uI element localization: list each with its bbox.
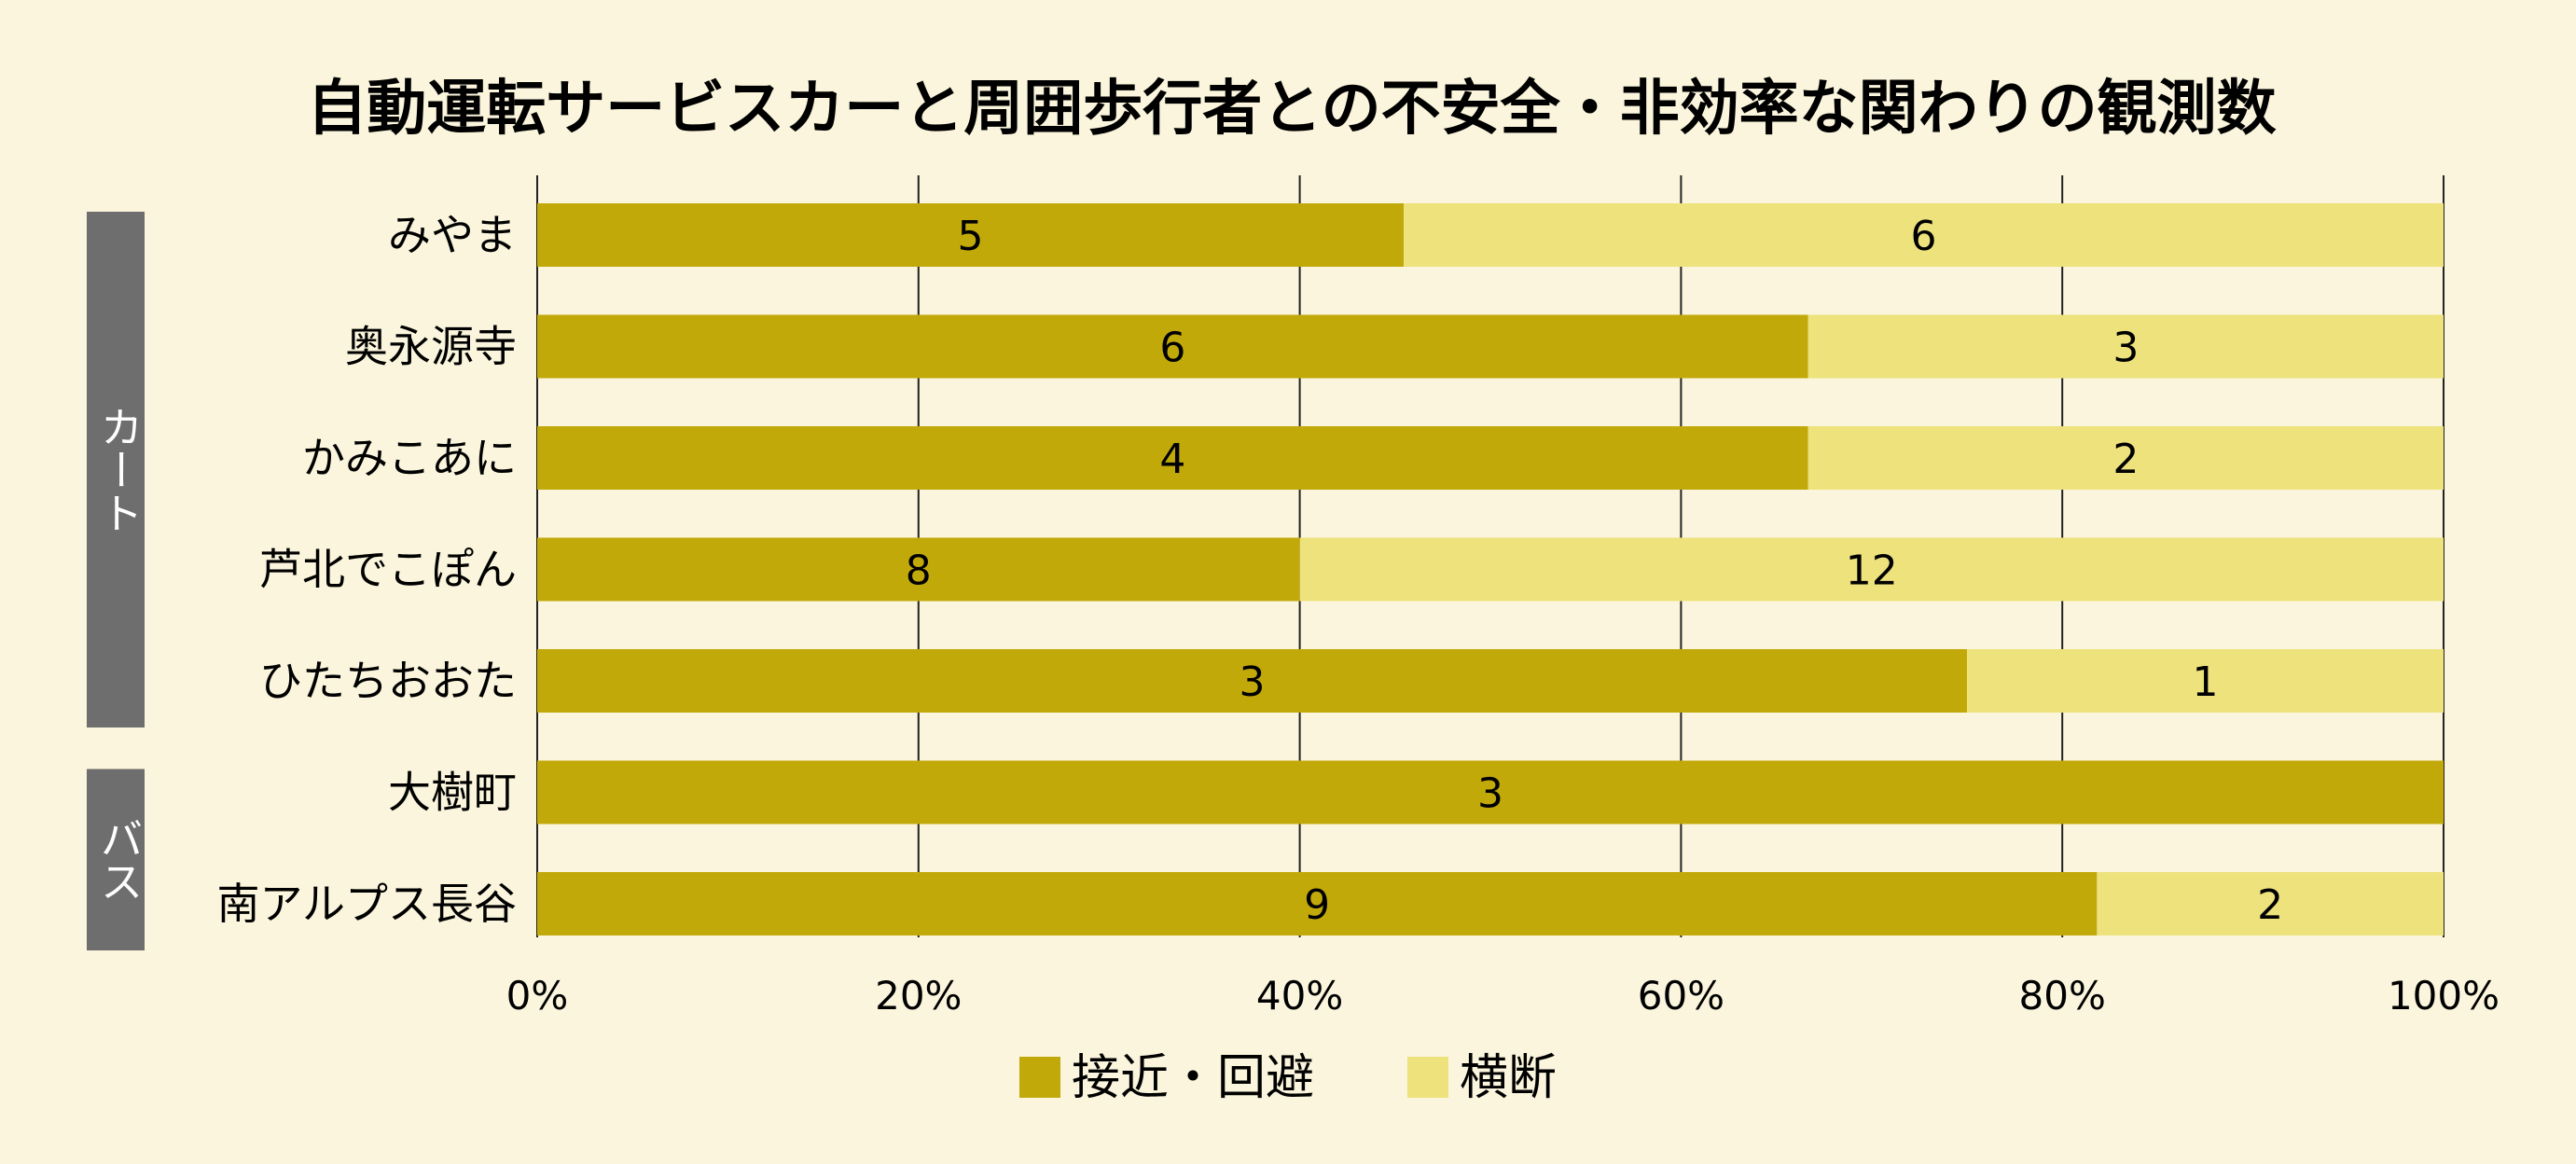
bar-value-label: 3 [1477,770,1503,818]
legend-swatch [1019,1057,1060,1098]
bar-value-label: 5 [958,213,984,260]
bar-segment [1807,426,2444,490]
category-label: かみこあに [302,433,517,483]
x-tick-label: 20% [875,973,962,1018]
bar-segment [1404,203,2444,267]
bar-value-label: 8 [906,547,932,595]
category-label: 大樹町 [388,768,517,818]
legend-label: 接近・回避 [1072,1050,1314,1106]
bar-segment [537,537,1300,602]
x-tick-labels: 0% 20% 40% 60% 80% 100% [506,973,2500,1018]
bar-value-label: 3 [2112,325,2139,372]
bar-segment [537,314,1808,379]
category-label: ひたちおおた [259,656,517,706]
bar-segment [1299,537,2444,602]
bar-segment [537,649,1967,713]
bar-value-label: 2 [2112,436,2139,483]
bar-value-label: 3 [1240,658,1266,706]
bar-segment [2097,872,2444,935]
chart-title: 自動運転サービスカーと周囲歩行者との不安全・非効率な関わりの観測数 [307,75,2276,144]
group-bracket [87,212,145,728]
x-tick-label: 40% [1256,973,1343,1018]
bar-segment [1967,649,2444,713]
bar-value-label: 6 [1911,213,1937,260]
x-tick-label: 0% [506,973,569,1018]
category-label: みやま [388,210,517,260]
group-label: カート [94,406,145,534]
x-tick-label: 100% [2388,973,2500,1018]
bar-value-label: 9 [1304,881,1330,929]
bar-value-label: 1 [2193,658,2219,706]
group-bracket [87,769,145,950]
bar-segment [537,203,1405,267]
bar-value-label: 4 [1159,436,1185,483]
legend: 接近・回避 横断 [1019,1050,1557,1106]
group-label: バス [94,817,145,903]
category-label: 芦北でこぽん [259,545,517,595]
bar-segment [537,872,2098,935]
bar-segment [537,426,1808,490]
bar-value-label: 12 [1846,547,1898,595]
category-label: 南アルプス長谷 [216,879,517,929]
bar-segment [537,760,2444,824]
x-tick-label: 80% [2019,973,2106,1018]
bar-value-label: 2 [2257,881,2283,929]
bars: 5 6 6 3 4 2 8 12 3 1 3 9 2 [537,203,2444,935]
x-tick-label: 60% [1638,973,1724,1018]
category-label: 奥永源寺 [345,322,517,372]
bar-segment [1807,314,2444,379]
legend-label: 横断 [1460,1050,1557,1106]
legend-swatch [1407,1057,1448,1098]
bar-value-label: 6 [1159,325,1185,372]
